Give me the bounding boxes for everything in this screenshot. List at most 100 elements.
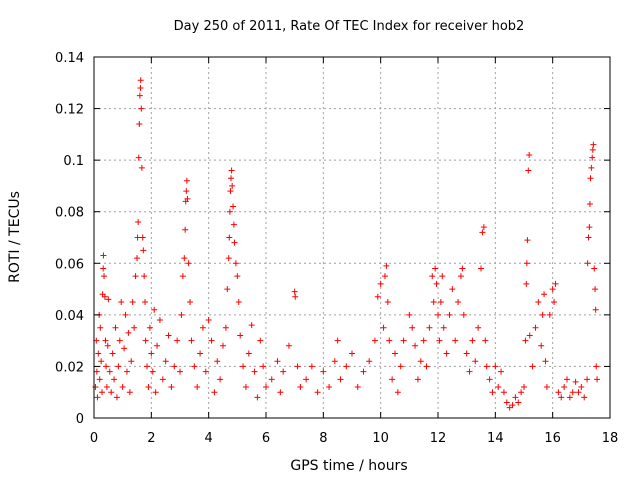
data-point	[108, 389, 115, 396]
data-point	[211, 389, 218, 396]
data-point	[226, 234, 233, 241]
y-tick-label: 0.1	[63, 154, 84, 169]
data-point	[564, 376, 570, 383]
data-point	[165, 332, 172, 339]
data-point	[584, 260, 591, 267]
x-tick-label: 18	[602, 431, 619, 446]
data-point	[129, 298, 136, 305]
data-point	[142, 337, 149, 344]
data-point	[125, 329, 132, 336]
data-point	[449, 286, 456, 293]
data-point	[185, 260, 192, 267]
data-point	[389, 376, 396, 383]
data-point	[184, 195, 191, 202]
data-point	[439, 273, 446, 280]
data-point	[587, 175, 594, 182]
data-point	[220, 342, 226, 349]
data-point	[349, 350, 355, 357]
data-point	[500, 389, 507, 396]
data-point	[109, 350, 116, 357]
data-point	[179, 273, 186, 280]
data-point	[154, 342, 161, 349]
data-point	[460, 311, 467, 318]
data-point	[479, 229, 486, 236]
data-point	[181, 255, 188, 262]
data-point	[555, 389, 562, 396]
data-point	[178, 311, 185, 318]
data-points	[92, 77, 601, 411]
x-axis-ticks: 0 2 4 6 8 10 12 14 16 18	[90, 57, 618, 446]
data-point	[366, 358, 373, 365]
data-point	[242, 384, 249, 391]
data-point	[354, 384, 361, 391]
data-point	[539, 311, 546, 318]
data-point	[126, 389, 133, 396]
data-point	[320, 368, 327, 375]
x-tick-label: 14	[487, 431, 504, 446]
data-point	[509, 402, 516, 409]
data-point	[151, 306, 158, 313]
data-point	[430, 298, 437, 305]
data-point	[360, 368, 367, 375]
data-point	[538, 342, 545, 349]
data-point	[374, 293, 381, 300]
data-point	[475, 324, 482, 331]
y-tick-label: 0.06	[55, 257, 84, 272]
data-point	[103, 363, 110, 370]
data-point	[135, 154, 142, 161]
data-point	[171, 363, 178, 370]
data-point	[202, 368, 209, 375]
y-tick-label: 0.02	[55, 360, 84, 375]
data-point	[526, 332, 533, 339]
data-point	[226, 208, 233, 215]
data-point	[268, 376, 275, 383]
data-point	[136, 92, 143, 99]
data-point	[228, 167, 235, 174]
data-point	[119, 384, 126, 391]
data-point	[225, 255, 232, 262]
y-tick-label: 0	[76, 412, 84, 427]
data-point	[394, 389, 401, 396]
data-point	[585, 234, 592, 241]
data-point	[183, 188, 190, 195]
data-point	[586, 224, 593, 231]
data-point	[199, 324, 206, 331]
data-point	[277, 389, 284, 396]
data-point	[260, 363, 267, 370]
y-tick-label: 0.14	[55, 51, 84, 66]
data-point	[591, 265, 598, 272]
data-point	[524, 237, 531, 244]
x-tick-label: 2	[147, 431, 155, 446]
data-point	[455, 298, 462, 305]
data-point	[435, 311, 441, 318]
data-point	[572, 378, 579, 385]
x-tick-label: 8	[319, 431, 327, 446]
y-axis-ticks: 0 0.02 0.04 0.06 0.08 0.1 0.12 0.14	[55, 51, 610, 427]
x-tick-label: 6	[262, 431, 270, 446]
data-point	[542, 358, 549, 365]
data-point	[100, 252, 107, 259]
data-point	[371, 337, 378, 344]
data-point	[326, 384, 333, 391]
data-point	[380, 324, 387, 331]
data-point	[208, 337, 215, 344]
data-point	[486, 376, 493, 383]
x-tick-label: 12	[430, 431, 447, 446]
data-point	[101, 273, 108, 280]
data-point	[152, 389, 159, 396]
data-point	[529, 363, 536, 370]
data-point	[406, 311, 413, 318]
data-point	[331, 358, 338, 365]
data-point	[423, 363, 430, 370]
data-point	[551, 298, 558, 305]
y-tick-label: 0.08	[55, 206, 84, 221]
data-point	[96, 376, 103, 383]
data-point	[235, 298, 242, 305]
data-point	[115, 363, 122, 370]
data-point	[197, 350, 204, 357]
data-point	[397, 363, 404, 370]
data-point	[381, 273, 388, 280]
x-tick-label: 10	[372, 431, 389, 446]
data-point	[575, 389, 582, 396]
